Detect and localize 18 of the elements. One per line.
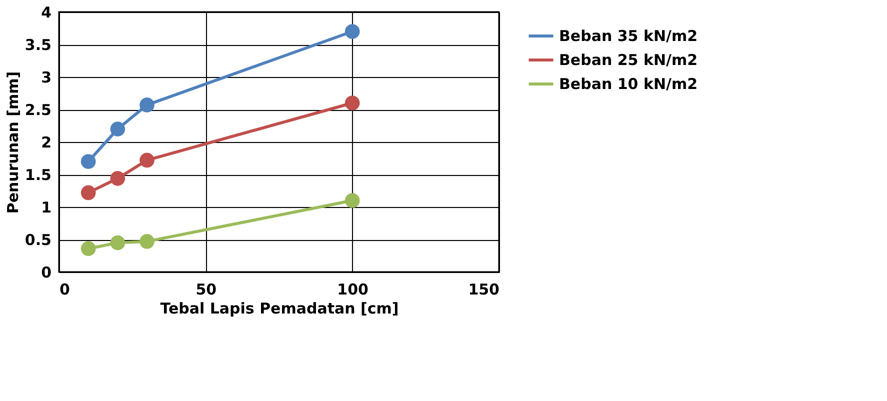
- y-tick-label: 1.5: [24, 166, 52, 184]
- legend-label: Beban 35 kN/m2: [559, 27, 698, 45]
- y-tick-label: 2.5: [24, 101, 52, 119]
- y-tick-label: 2: [41, 134, 52, 152]
- y-tick-label: 0: [41, 264, 52, 282]
- x-tick-label: 100: [337, 280, 368, 298]
- y-tick-label: 0.5: [24, 231, 52, 249]
- y-axis-title: Penurunan [mm]: [4, 71, 22, 214]
- y-tick-label: 1: [41, 198, 52, 216]
- y-tick-label: 4: [41, 4, 52, 22]
- y-tick-label: 3: [41, 68, 52, 86]
- x-tick-label: 150: [468, 280, 500, 298]
- legend-label: Beban 25 kN/m2: [559, 51, 698, 69]
- x-tick-label: 0: [60, 280, 70, 298]
- y-tick-label: 3.5: [24, 36, 52, 54]
- x-tick-label: 50: [196, 280, 217, 298]
- x-axis-title: Tebal Lapis Pemadatan [cm]: [160, 300, 399, 318]
- legend-label: Beban 10 kN/m2: [559, 75, 698, 93]
